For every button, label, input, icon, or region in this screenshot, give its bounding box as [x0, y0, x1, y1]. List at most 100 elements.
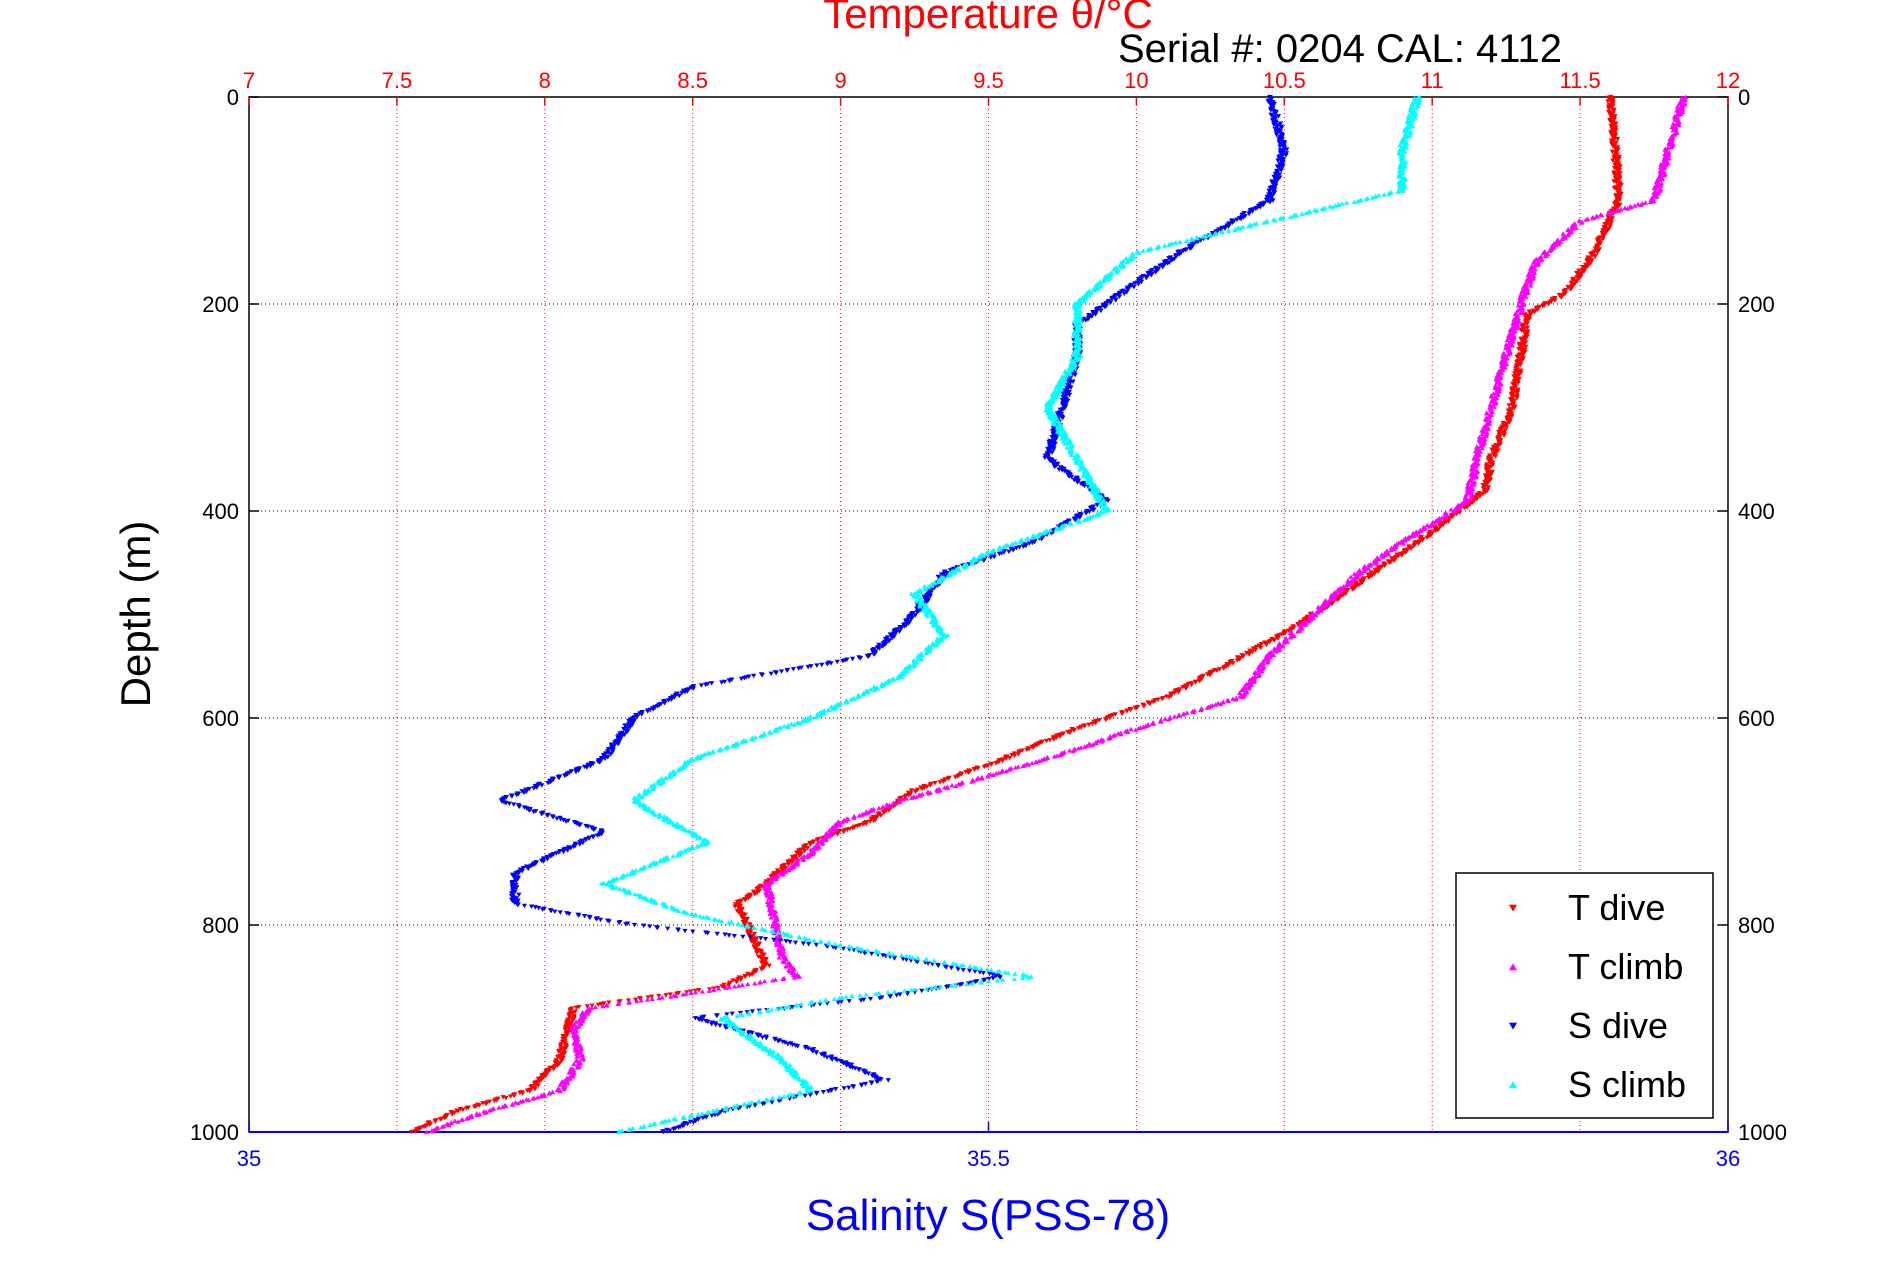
data-point: [867, 996, 874, 1002]
data-point: [980, 970, 986, 976]
data-point: [1576, 276, 1582, 281]
data-point: [1095, 498, 1101, 503]
tick-label-depth-right: 400: [1738, 499, 1775, 524]
data-point: [1411, 543, 1417, 549]
data-point: [1653, 187, 1659, 192]
data-point: [867, 819, 873, 824]
data-point: [881, 810, 887, 815]
data-point: [834, 831, 841, 837]
data-point: [703, 682, 709, 688]
data-point: [971, 767, 978, 773]
tick-label-temperature: 8.5: [677, 68, 708, 93]
data-point: [768, 671, 774, 676]
data-point: [1109, 296, 1115, 302]
data-point: [573, 769, 579, 775]
data-point: [824, 661, 830, 667]
data-point: [580, 840, 586, 846]
data-point: [841, 1086, 847, 1091]
data-point: [858, 998, 864, 1003]
data-point: [1071, 332, 1077, 338]
data-point: [751, 673, 757, 679]
tick-label-salinity: 35.5: [967, 1146, 1010, 1171]
tick-label-temperature: 8: [539, 68, 551, 93]
data-point: [1382, 550, 1388, 556]
data-point: [690, 929, 696, 934]
data-point: [547, 1066, 553, 1071]
data-point: [1189, 682, 1195, 688]
data-point: [739, 982, 745, 987]
data-point: [1404, 536, 1411, 542]
data-point: [1068, 385, 1074, 390]
data-point: [1237, 690, 1243, 695]
data-point: [564, 1033, 570, 1038]
data-point: [1259, 669, 1265, 674]
data-point: [1168, 258, 1174, 263]
data-point: [778, 669, 785, 674]
data-point: [551, 1067, 557, 1072]
data-point: [645, 995, 651, 1000]
data-point: [996, 551, 1003, 557]
data-point: [1017, 539, 1023, 545]
data-point: [1610, 158, 1616, 163]
data-point: [1366, 575, 1372, 580]
data-series: [409, 94, 1689, 1135]
data-point: [806, 942, 812, 947]
data-point: [1105, 498, 1111, 503]
data-point: [1565, 284, 1571, 290]
data-point: [1078, 317, 1084, 323]
data-point: [1391, 558, 1397, 563]
data-point: [1050, 460, 1056, 466]
data-point: [1040, 530, 1047, 536]
data-point: [1516, 347, 1522, 352]
data-point: [1358, 581, 1364, 586]
data-point: [535, 1083, 541, 1088]
data-point: [1605, 215, 1611, 220]
data-point: [1077, 328, 1083, 333]
tick-label-temperature: 7.5: [382, 68, 413, 93]
data-point: [561, 1047, 567, 1053]
data-point: [889, 636, 895, 641]
data-point: [1576, 268, 1582, 274]
data-point: [1033, 534, 1039, 539]
data-point: [943, 965, 949, 970]
data-point: [773, 876, 779, 882]
data-point: [840, 946, 847, 951]
data-point: [1260, 202, 1266, 208]
data-point: [460, 1107, 466, 1113]
data-point: [1412, 115, 1418, 120]
data-point: [1114, 269, 1120, 275]
data-point: [1243, 685, 1249, 690]
data-point: [1088, 743, 1094, 748]
data-point: [1049, 450, 1055, 455]
data-point: [546, 1091, 552, 1096]
data-point: [574, 1065, 581, 1070]
data-point: [1044, 404, 1050, 409]
tick-label-temperature: 9.5: [973, 68, 1004, 93]
data-point: [776, 955, 782, 960]
data-point: [874, 1079, 880, 1085]
data-point: [759, 967, 765, 972]
data-point: [511, 1093, 517, 1099]
data-point: [455, 1109, 461, 1114]
data-point: [762, 936, 769, 942]
data-point: [1057, 752, 1063, 758]
data-point: [1051, 754, 1058, 759]
data-point: [1617, 171, 1623, 176]
tick-label-depth-right: 200: [1738, 292, 1775, 317]
data-point: [807, 1092, 813, 1098]
data-point: [511, 802, 517, 807]
data-point: [1371, 571, 1378, 577]
data-point: [530, 1096, 536, 1101]
data-point: [1099, 510, 1105, 515]
data-point: [1275, 636, 1281, 641]
data-point: [914, 959, 921, 965]
data-point: [437, 1117, 443, 1122]
data-point: [813, 942, 819, 948]
data-point: [1600, 236, 1606, 242]
data-point: [1222, 226, 1228, 231]
data-point: [736, 983, 742, 988]
data-point: [1606, 227, 1612, 232]
data-point: [813, 1091, 820, 1096]
data-point: [1590, 215, 1597, 221]
data-point: [988, 555, 994, 560]
